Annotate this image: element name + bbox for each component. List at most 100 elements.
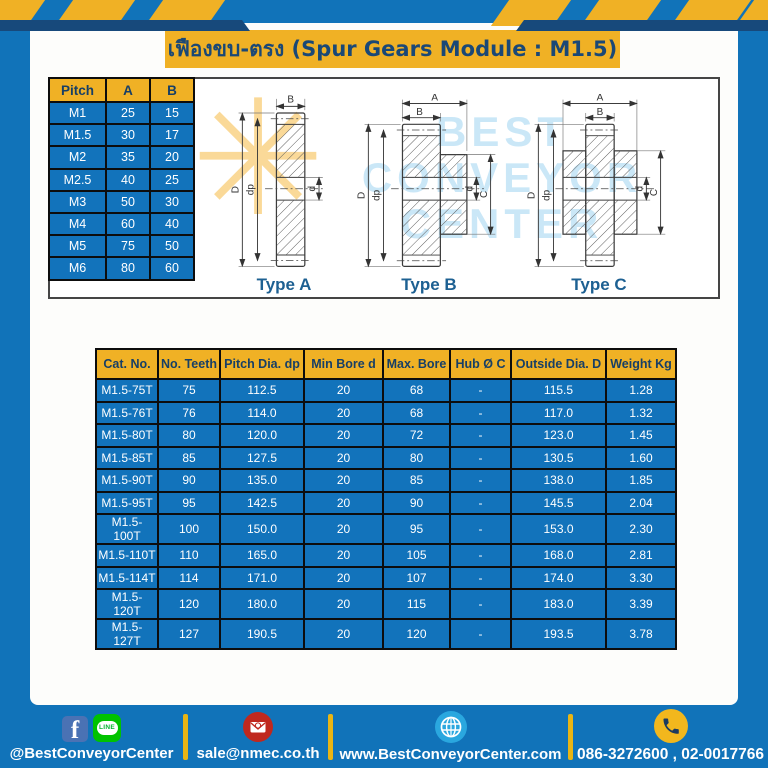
spec-column-header: No. Teeth <box>157 348 221 380</box>
pitch-column-header: Pitch <box>48 77 107 103</box>
table-cell: 3.39 <box>605 588 677 620</box>
gear-drawings: ✳ BEST CONVEYOR CENTER B <box>189 79 718 297</box>
facebook-icon[interactable]: f <box>62 715 88 742</box>
line-icon[interactable]: LINE <box>93 713 121 742</box>
table-row: M1.5-90T 90 135.0 20 85-138.0 1.85 <box>95 468 677 493</box>
table-cell: - <box>449 445 512 470</box>
table-cell: 72 <box>382 423 451 448</box>
email-address: sale@nmec.co.th <box>196 744 320 762</box>
table-cell: 100 <box>157 513 221 545</box>
spec-column-header: Max. Bore <box>382 348 451 380</box>
table-cell: - <box>449 468 512 493</box>
page-title-box: เฟืองขบ-ตรง (Spur Gears Module : M1.5) <box>165 30 620 68</box>
table-cell: M6 <box>48 256 107 281</box>
table-cell: 114.0 <box>219 400 305 425</box>
drawing-type-c: A B <box>527 94 671 295</box>
table-cell: - <box>449 423 512 448</box>
table-row: M1.5 30 17 <box>48 123 195 148</box>
table-cell: 3.30 <box>605 565 677 590</box>
table-cell: 50 <box>149 234 195 259</box>
table-cell: 20 <box>303 565 384 590</box>
website-contact[interactable]: www.BestConveyorCenter.com <box>333 710 568 763</box>
website-url: www.BestConveyorCenter.com <box>339 745 562 763</box>
table-cell: 130.5 <box>510 445 607 470</box>
table-row: M1.5-110T 110 165.0 20 105-168.0 2.81 <box>95 543 677 568</box>
table-cell: 20 <box>303 618 384 650</box>
table-cell: 95 <box>382 513 451 545</box>
table-cell: 20 <box>303 513 384 545</box>
type-b-diagram: A B <box>357 94 496 268</box>
table-cell: - <box>449 490 512 515</box>
table-cell: - <box>449 618 512 650</box>
table-cell: 35 <box>105 145 151 170</box>
table-cell: 2.30 <box>605 513 677 545</box>
table-cell: 153.0 <box>510 513 607 545</box>
globe-icon <box>434 710 467 743</box>
table-row: M4 60 40 <box>48 211 195 237</box>
table-cell: 138.0 <box>510 468 607 493</box>
table-cell: 15 <box>149 100 195 126</box>
table-cell: 1.32 <box>605 400 677 425</box>
table-cell: M1.5-80T <box>95 423 159 448</box>
table-cell: 40 <box>105 167 151 192</box>
svg-text:C: C <box>649 189 660 196</box>
table-cell: 3.78 <box>605 618 677 650</box>
table-cell: 95 <box>157 490 221 515</box>
type-b-label: Type B <box>401 275 457 294</box>
table-row: M2 35 20 <box>48 145 195 170</box>
drawing-type-a: B D <box>231 94 337 295</box>
phone-numbers: 086-3272600 , 02-0017766 <box>576 746 765 763</box>
table-cell: 110 <box>157 543 221 568</box>
table-cell: - <box>449 543 512 568</box>
table-cell: 90 <box>382 490 451 515</box>
table-cell: M1.5 <box>48 123 107 148</box>
pitch-table-header-row: Pitch A B <box>48 77 195 103</box>
table-cell: 174.0 <box>510 565 607 590</box>
table-cell: M1.5-95T <box>95 490 159 515</box>
table-cell: 135.0 <box>219 468 305 493</box>
table-cell: M4 <box>48 211 107 237</box>
table-cell: M1.5-100T <box>95 513 159 545</box>
table-cell: 171.0 <box>219 565 305 590</box>
table-row: M1 25 15 <box>48 100 195 126</box>
type-a-diagram: B D <box>231 95 324 268</box>
footer-divider <box>183 713 188 760</box>
social-contact[interactable]: f LINE @BestConveyorCenter <box>0 712 183 762</box>
table-cell: 115.5 <box>510 378 607 403</box>
table-cell: 120.0 <box>219 423 305 448</box>
svg-text:d: d <box>307 186 318 192</box>
table-cell: M3 <box>48 189 107 214</box>
table-cell: 1.60 <box>605 445 677 470</box>
table-cell: 76 <box>157 400 221 425</box>
svg-text:C: C <box>479 191 490 198</box>
table-cell: 20 <box>303 490 384 515</box>
table-cell: 20 <box>303 378 384 403</box>
table-row: M6 80 60 <box>48 256 195 281</box>
pitch-column-header: A <box>105 77 151 103</box>
phone-icon <box>653 709 688 743</box>
table-cell: - <box>449 565 512 590</box>
svg-text:dp: dp <box>246 184 257 196</box>
table-cell: 20 <box>303 543 384 568</box>
email-icon <box>243 711 273 742</box>
table-cell: 68 <box>382 400 451 425</box>
table-cell: - <box>449 588 512 620</box>
table-cell: 105 <box>382 543 451 568</box>
svg-text:d: d <box>635 186 646 192</box>
table-cell: 142.5 <box>219 490 305 515</box>
table-cell: 25 <box>149 167 195 192</box>
svg-text:D: D <box>231 186 242 193</box>
table-cell: 120 <box>157 588 221 620</box>
spec-column-header: Hub Ø C <box>449 348 512 380</box>
table-row: M2.5 40 25 <box>48 167 195 192</box>
table-cell: 85 <box>157 445 221 470</box>
table-cell: 1.85 <box>605 468 677 493</box>
table-cell: 75 <box>105 234 151 259</box>
svg-text:B: B <box>597 107 604 118</box>
table-row: M1.5-76T 76 114.0 20 68-117.0 1.32 <box>95 400 677 425</box>
email-contact[interactable]: sale@nmec.co.th <box>188 711 328 762</box>
svg-text:dp: dp <box>542 189 553 201</box>
phone-contact[interactable]: 086-3272600 , 02-0017766 <box>573 709 768 764</box>
table-row: M1.5-114T 114 171.0 20 107-174.0 3.30 <box>95 565 677 590</box>
